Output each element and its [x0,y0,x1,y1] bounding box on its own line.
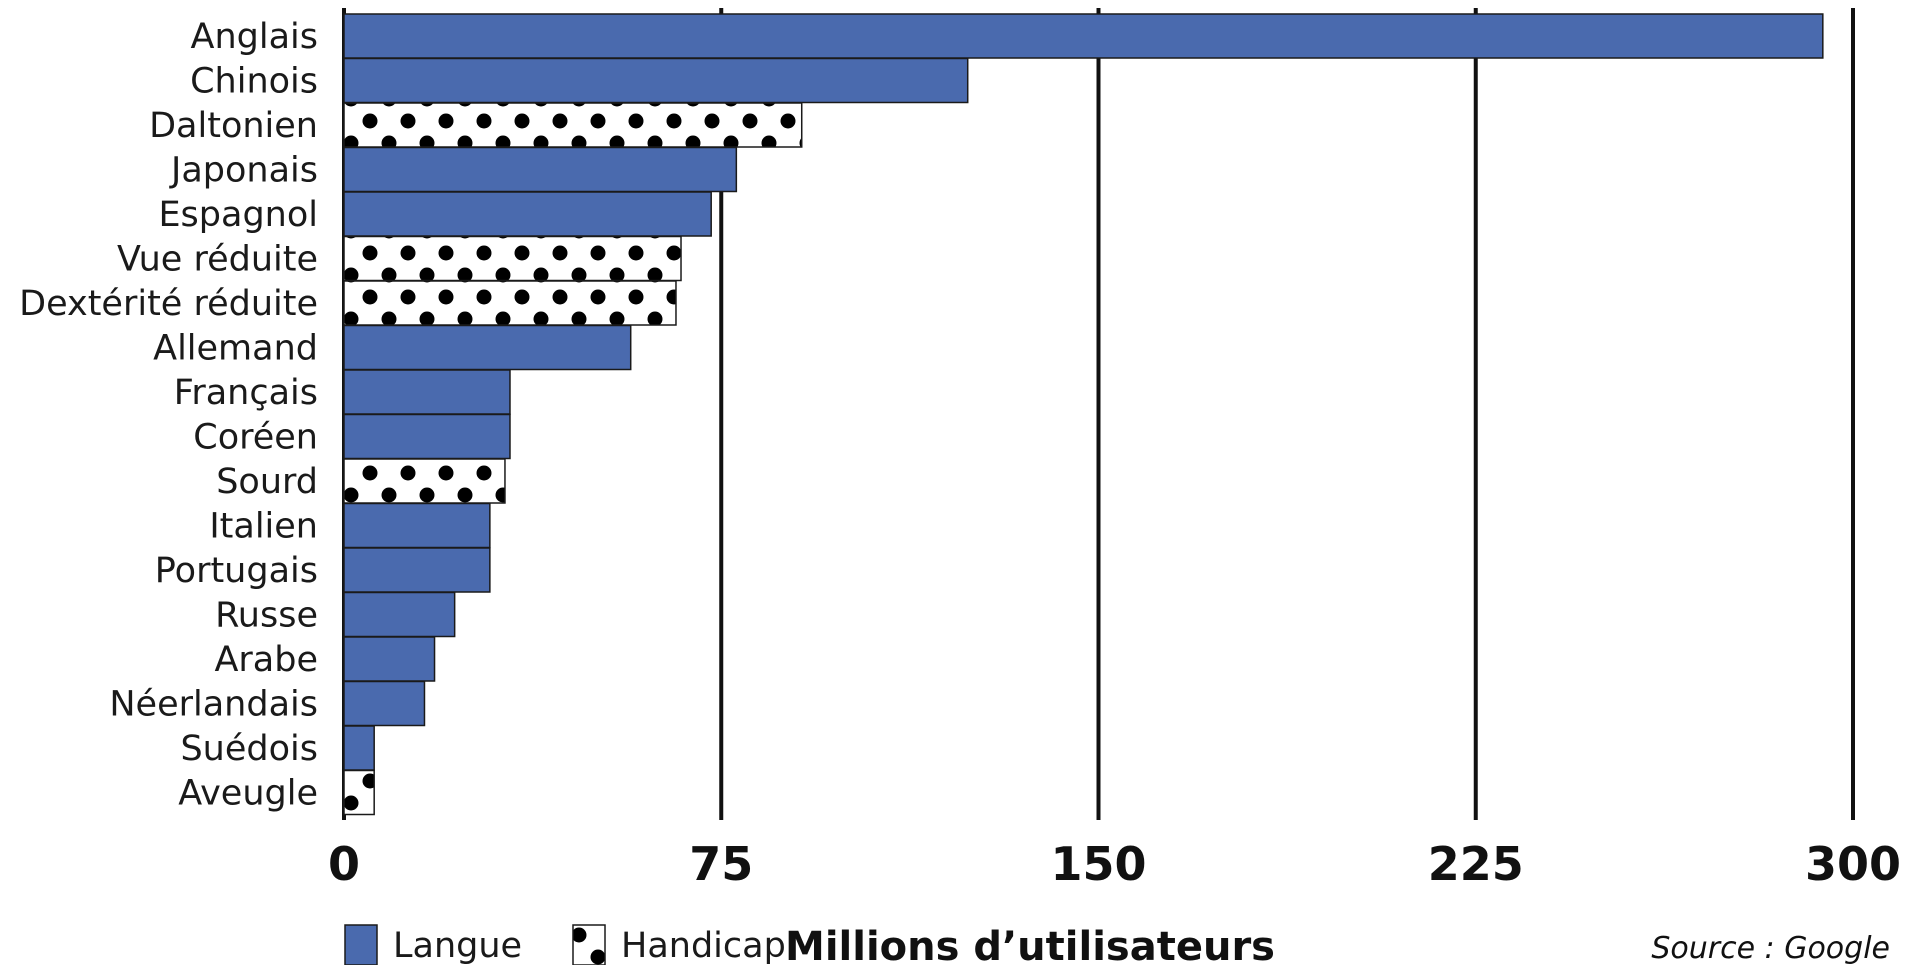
category-label: Suédois [180,729,318,769]
bar [343,13,1824,59]
category-label: Arabe [214,640,318,680]
category-label: Italien [209,507,318,547]
bar [343,280,677,326]
category-label: Portugais [155,551,318,591]
category-label: Espagnol [158,195,318,235]
x-tick-label: 300 [1805,837,1901,891]
x-tick-label: 150 [1050,837,1146,891]
bar [343,191,712,237]
category-label: Japonais [169,151,318,191]
bar [343,458,506,504]
bar [343,57,969,104]
category-label: Coréen [193,418,318,458]
category-label: Dextérité réduite [19,284,318,324]
legend-swatch-handicap [572,924,606,966]
legend-swatch-langue [344,924,378,966]
bar [343,591,456,638]
bar [343,102,803,148]
x-tick-label: 75 [689,837,753,891]
bar [343,547,491,593]
category-label: Sourd [216,462,318,502]
x-axis-title: Millions d’utilisateurs [785,924,1275,965]
bar [343,235,682,282]
category-label: Chinois [190,62,318,102]
bar [343,413,511,460]
category-label: Allemand [153,329,318,369]
source-note: Source : Google [1651,931,1890,965]
category-label: Russe [215,596,318,636]
bar [343,680,426,727]
bar [343,769,375,816]
bar [343,636,436,682]
legend-item-handicap: Handicap [572,924,786,966]
legend-label-langue: Langue [393,926,522,965]
category-label: Daltonien [149,106,318,146]
x-tick-labels: 0 75 150 225 300 [328,837,1901,891]
bars [343,13,1824,816]
legend-item-langue: Langue [344,924,522,966]
legend: Langue Handicap [344,924,786,966]
bar [343,324,632,371]
bar [343,146,738,193]
category-label: Vue réduite [117,240,318,280]
category-label: Néerlandais [109,685,318,725]
bar [343,502,491,549]
bar [343,725,375,771]
bar [343,369,511,415]
x-tick-label: 225 [1428,837,1524,891]
category-label: Français [174,373,318,413]
x-tick-label: 0 [328,837,360,891]
category-label: Anglais [191,17,318,57]
category-label: Aveugle [178,774,318,814]
legend-label-handicap: Handicap [621,926,786,965]
